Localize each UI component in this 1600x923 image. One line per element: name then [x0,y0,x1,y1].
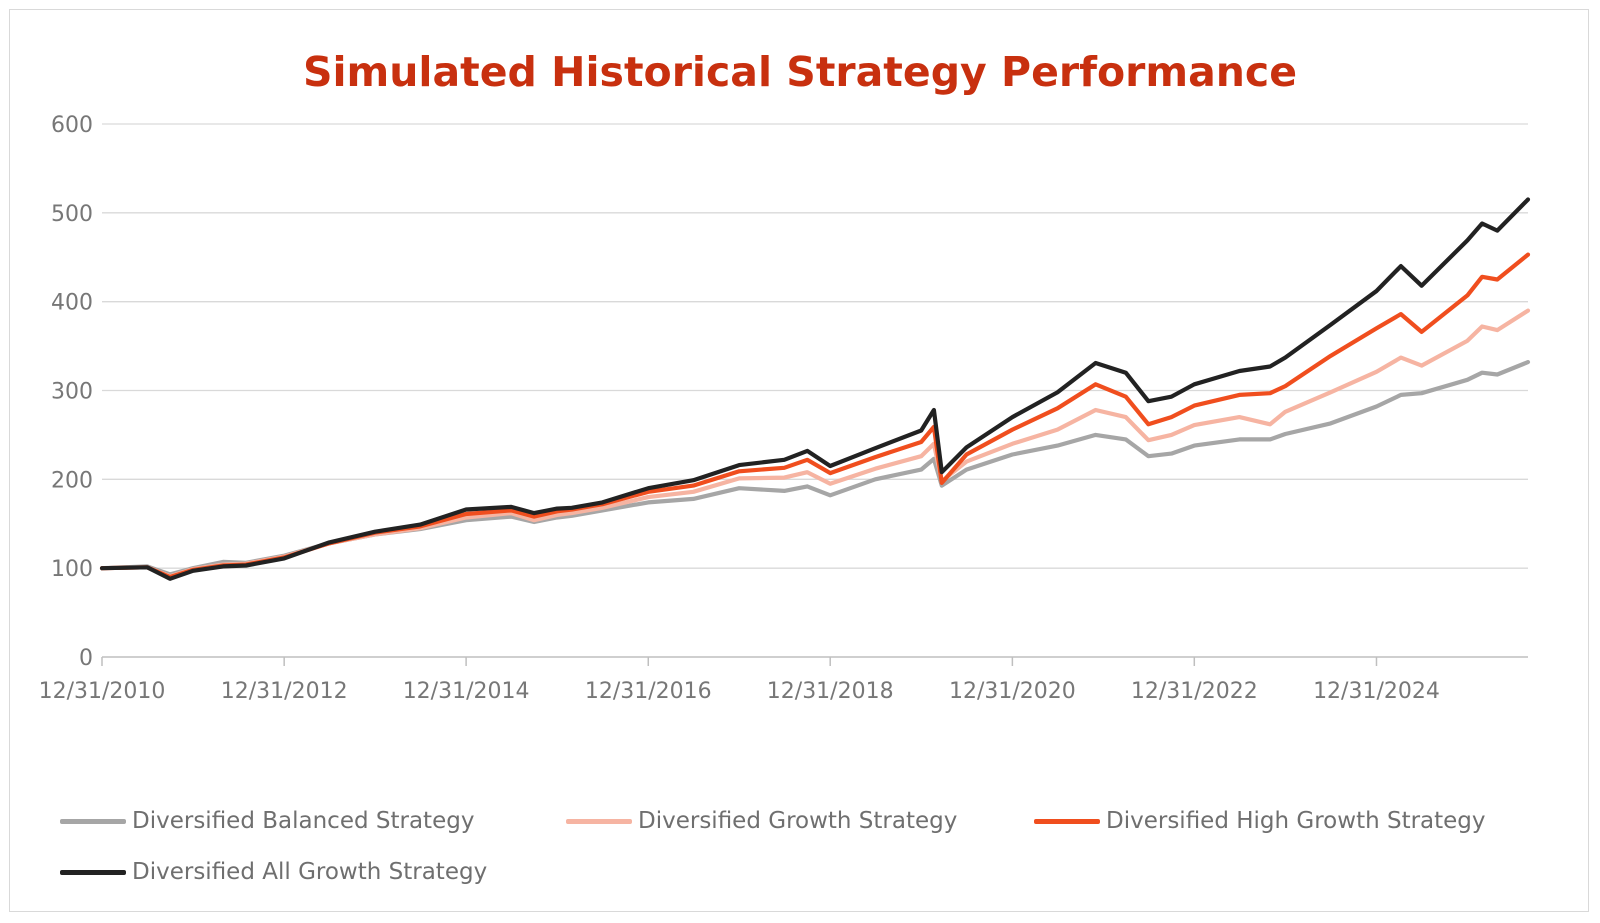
y-tick-label-0: 0 [79,646,93,671]
x-tick-label-2: 12/31/2014 [403,679,530,704]
legend-item-all-growth[interactable]: Diversified All Growth Strategy [60,859,487,885]
x-tick-label-7: 12/31/2024 [1313,679,1440,704]
chart-title: Simulated Historical Strategy Performanc… [302,48,1298,96]
legend-swatch-high-growth [1034,818,1100,824]
x-tick-label-5: 12/31/2020 [949,679,1076,704]
legend-label-all-growth: Diversified All Growth Strategy [132,859,488,885]
y-tick-label-600: 600 [51,113,93,138]
series-line-0 [99,360,1531,577]
legend-item-high-growth[interactable]: Diversified High Growth Strategy [1034,808,1486,834]
x-tick-label-1: 12/31/2012 [221,679,348,704]
gridlines [102,123,1528,569]
series-line-1 [99,308,1531,579]
legend-label-high-growth: Diversified High Growth Strategy [1106,808,1486,834]
series-line-3 [99,197,1531,581]
x-tick-label-4: 12/31/2018 [767,679,894,704]
x-tick-label-3: 12/31/2016 [585,679,712,704]
series-line-2 [99,252,1531,580]
x-axis: 12/31/2010 12/31/2012 12/31/2014 12/31/2016… [39,656,1528,704]
legend-swatch-all-growth [60,869,126,875]
y-tick-label-100: 100 [51,557,93,582]
legend-label-balanced: Diversified Balanced Strategy [132,808,475,834]
legend-swatch-balanced [60,818,126,824]
legend-label-growth: Diversified Growth Strategy [638,808,958,834]
y-tick-label-200: 200 [51,468,93,493]
x-tick-label-6: 12/31/2022 [1131,679,1258,704]
y-axis-ticks: 0 100 200 300 400 500 600 [51,113,93,671]
legend-swatch-growth [566,818,632,824]
legend-item-growth[interactable]: Diversified Growth Strategy [566,808,957,834]
y-tick-label-300: 300 [51,380,93,405]
y-tick-label-500: 500 [51,202,93,227]
series-lines [99,197,1531,581]
legend-item-balanced[interactable]: Diversified Balanced Strategy [60,808,474,834]
y-tick-label-400: 400 [51,291,93,316]
x-tick-label-0: 12/31/2010 [39,679,166,704]
